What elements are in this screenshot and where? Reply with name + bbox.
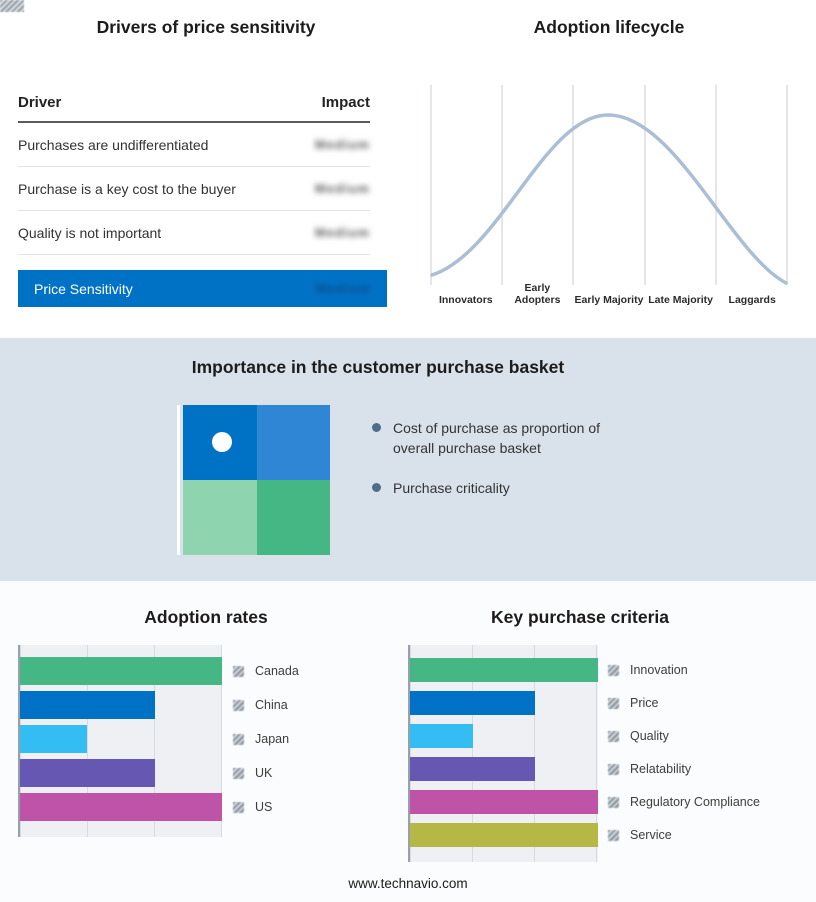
bar-regulatory-compliance xyxy=(410,790,598,814)
redacted-value-swatch xyxy=(233,733,244,745)
redacted-value-swatch xyxy=(233,801,244,813)
adoption-lifecycle-chart: Innovators Early Adopters Early Majority La… xyxy=(430,85,788,307)
price-sensitivity-label: Price Sensitivity xyxy=(34,280,133,297)
bar-service xyxy=(410,823,598,847)
lifecycle-svg xyxy=(430,85,788,285)
bullet-text: Cost of purchase as proportion of overal… xyxy=(393,420,601,456)
legend-label: Quality xyxy=(630,729,669,743)
redacted-value-swatch xyxy=(608,796,619,808)
basket-panel-title: Importance in the customer purchase bask… xyxy=(191,357,565,377)
legend-item: Service xyxy=(608,823,760,847)
adoption-rates-chart xyxy=(18,645,222,837)
impact-value-redacted: Medium xyxy=(314,181,370,196)
redacted-artifact xyxy=(0,0,24,12)
bullet-item: Cost of purchase as proportion of overal… xyxy=(372,419,642,458)
impact-value-redacted: Medium xyxy=(314,225,370,240)
price-sensitivity-value-redacted: Medium xyxy=(315,281,371,296)
table-row: Purchase is a key cost to the buyer Medi… xyxy=(18,167,370,211)
legend-item: Quality xyxy=(608,724,760,748)
bar-japan xyxy=(20,725,88,753)
quadrant-bottom-right xyxy=(256,480,330,555)
quadrant-bottom-left xyxy=(183,480,257,555)
adoption-rates-title: Adoption rates xyxy=(144,607,268,627)
bar-price xyxy=(410,691,536,715)
bar-china xyxy=(20,691,155,719)
legend-item: Japan xyxy=(233,725,299,753)
lifecycle-gridlines xyxy=(430,85,788,285)
key-purchase-criteria-title: Key purchase criteria xyxy=(490,607,669,627)
bar-canada xyxy=(20,657,222,685)
redacted-value-swatch xyxy=(608,697,619,709)
legend-item: UK xyxy=(233,759,299,787)
legend-item: US xyxy=(233,793,299,821)
legend-item: Regulatory Compliance xyxy=(608,790,760,814)
key-purchase-criteria-legend: Innovation Price Quality Relatability Regula… xyxy=(608,645,760,847)
legend-label: Relatability xyxy=(630,762,692,776)
price-sensitivity-row: Price Sensitivity Medium xyxy=(18,270,387,307)
impact-value-redacted: Medium xyxy=(314,137,370,152)
legend-label: Service xyxy=(630,828,672,842)
table-row: Quality is not important Medium xyxy=(18,211,370,255)
driver-label: Purchase is a key cost to the buyer xyxy=(18,180,236,197)
legend-label: Canada xyxy=(255,664,299,678)
bar-us xyxy=(20,793,222,821)
redacted-value-swatch xyxy=(608,829,619,841)
bar-innovation xyxy=(410,658,598,682)
lifecycle-stage-labels: Innovators Early Adopters Early Majority La… xyxy=(430,271,788,307)
driver-label: Quality is not important xyxy=(18,224,162,241)
position-marker-dot xyxy=(212,432,232,452)
table-row: Purchases are undifferentiated Medium xyxy=(18,123,370,167)
legend-item: Relatability xyxy=(608,757,760,781)
quadrant-matrix xyxy=(183,405,330,555)
redacted-value-swatch xyxy=(233,699,244,711)
legend-item: Canada xyxy=(233,657,299,685)
legend-label: UK xyxy=(255,766,273,780)
bar-relatability xyxy=(410,757,536,781)
key-purchase-criteria-chart xyxy=(408,645,598,862)
legend-label: US xyxy=(255,800,273,814)
legend-item: Innovation xyxy=(608,658,760,682)
footer-url: www.technavio.com xyxy=(348,876,468,891)
stage-label: Early Majority xyxy=(574,294,644,307)
legend-item: Price xyxy=(608,691,760,715)
driver-label: Purchases are undifferentiated xyxy=(18,136,209,153)
stage-label: Laggards xyxy=(728,294,776,307)
redacted-value-swatch xyxy=(608,763,619,775)
stage-label: Innovators xyxy=(438,294,493,307)
bullet-item: Purchase criticality xyxy=(372,479,642,499)
bullet-icon xyxy=(372,423,381,432)
legend-label: Japan xyxy=(255,732,290,746)
legend-label: China xyxy=(255,698,288,712)
drivers-table: Driver Impact Purchases are undifferenti… xyxy=(18,94,370,255)
column-header-impact: Impact xyxy=(321,94,370,111)
basket-bullet-list: Cost of purchase as proportion of overal… xyxy=(372,419,642,499)
redacted-value-swatch xyxy=(233,767,244,779)
lifecycle-panel-title: Adoption lifecycle xyxy=(533,17,685,37)
legend-label: Innovation xyxy=(630,663,688,677)
legend-item: China xyxy=(233,691,299,719)
redacted-value-swatch xyxy=(608,730,619,742)
adoption-rates-legend: Canada China Japan UK US xyxy=(233,645,299,821)
quadrant-top-right xyxy=(256,405,330,480)
drivers-table-header: Driver Impact xyxy=(18,94,370,123)
drivers-panel-title: Drivers of price sensitivity xyxy=(96,17,316,37)
stage-label: Early Adopters xyxy=(514,281,561,307)
bar-uk xyxy=(20,759,155,787)
stage-label: Late Majority xyxy=(648,294,713,307)
bullet-text: Purchase criticality xyxy=(393,480,510,497)
legend-label: Regulatory Compliance xyxy=(630,795,760,809)
lifecycle-curve xyxy=(430,113,788,285)
purchase-basket-band xyxy=(0,338,816,581)
quadrant-axis-line xyxy=(177,405,180,555)
legend-label: Price xyxy=(630,696,659,710)
bullet-icon xyxy=(372,483,381,493)
bar-quality xyxy=(410,724,473,748)
column-header-driver: Driver xyxy=(18,94,62,111)
redacted-value-swatch xyxy=(233,665,244,677)
redacted-value-swatch xyxy=(608,664,619,676)
